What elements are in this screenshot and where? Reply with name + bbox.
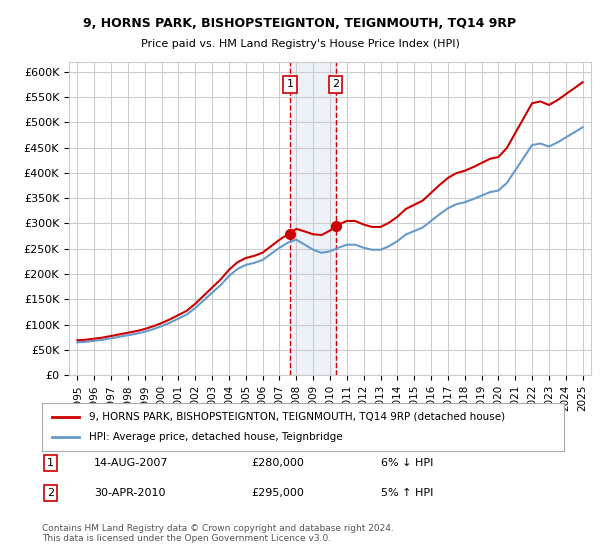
Text: 9, HORNS PARK, BISHOPSTEIGNTON, TEIGNMOUTH, TQ14 9RP (detached house): 9, HORNS PARK, BISHOPSTEIGNTON, TEIGNMOU… — [89, 412, 505, 422]
Text: HPI: Average price, detached house, Teignbridge: HPI: Average price, detached house, Teig… — [89, 432, 343, 442]
Text: Contains HM Land Registry data © Crown copyright and database right 2024.
This d: Contains HM Land Registry data © Crown c… — [42, 524, 394, 543]
Text: 1: 1 — [286, 80, 293, 90]
Text: 30-APR-2010: 30-APR-2010 — [94, 488, 166, 498]
Text: 9, HORNS PARK, BISHOPSTEIGNTON, TEIGNMOUTH, TQ14 9RP: 9, HORNS PARK, BISHOPSTEIGNTON, TEIGNMOU… — [83, 17, 517, 30]
Text: 14-AUG-2007: 14-AUG-2007 — [94, 458, 169, 468]
Text: 2: 2 — [332, 80, 339, 90]
Bar — [290, 62, 335, 375]
Text: 1: 1 — [47, 458, 54, 468]
Text: £295,000: £295,000 — [251, 488, 304, 498]
Text: £280,000: £280,000 — [251, 458, 304, 468]
Text: 6% ↓ HPI: 6% ↓ HPI — [382, 458, 434, 468]
Text: 2: 2 — [47, 488, 55, 498]
Text: Price paid vs. HM Land Registry's House Price Index (HPI): Price paid vs. HM Land Registry's House … — [140, 39, 460, 49]
Text: 5% ↑ HPI: 5% ↑ HPI — [382, 488, 434, 498]
